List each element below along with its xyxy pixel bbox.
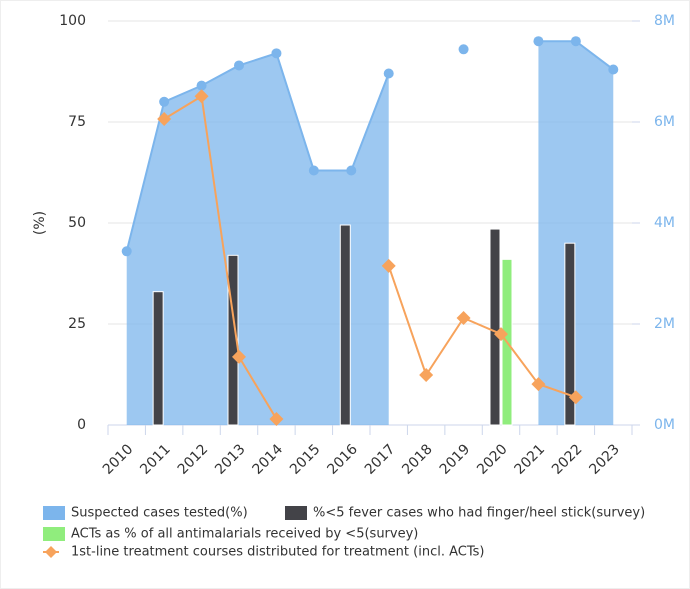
legend-symbol	[43, 527, 65, 541]
bar	[152, 291, 164, 426]
area-marker	[308, 165, 319, 176]
line-marker	[568, 390, 583, 405]
y-tick-label: 50	[68, 215, 86, 231]
y2-tick-label: 6M	[654, 114, 675, 130]
line-marker	[194, 89, 209, 104]
y2-tick-label: 4M	[654, 215, 675, 231]
legend-symbol	[285, 506, 307, 520]
line-marker	[456, 310, 471, 325]
area	[538, 41, 614, 425]
line-marker	[419, 368, 434, 383]
area-marker	[271, 48, 282, 59]
y-axis-label: (%)	[32, 211, 48, 235]
legend-label: 1st-line treatment courses distributed f…	[71, 545, 484, 560]
area-marker	[234, 60, 244, 71]
legend-label: Suspected cases tested(%)	[71, 506, 248, 521]
line-marker	[531, 377, 546, 392]
bar	[489, 228, 501, 426]
area-marker	[608, 64, 619, 75]
area-marker	[570, 36, 581, 47]
y-tick-label: 100	[59, 13, 86, 29]
area-marker	[458, 44, 469, 55]
y-tick-label: 0	[77, 417, 86, 433]
area-marker	[159, 96, 170, 107]
y-tick-label: 25	[68, 316, 86, 332]
bar	[227, 254, 239, 426]
legend-label: %<5 fever cases who had finger/heel stic…	[313, 506, 645, 521]
line	[163, 94, 278, 420]
area-marker	[533, 36, 544, 47]
line-marker	[232, 349, 246, 364]
area	[126, 53, 389, 425]
area-line	[125, 52, 390, 252]
legend-label: ACTs as % of all antimalarials received …	[71, 527, 418, 542]
y-tick-label: 75	[68, 114, 86, 130]
area-marker	[121, 246, 132, 257]
y2-tick-label: 0M	[654, 417, 675, 433]
y2-tick-label: 2M	[654, 316, 675, 332]
legend-symbol	[45, 546, 57, 558]
line-marker	[269, 411, 284, 426]
bar	[564, 242, 576, 426]
area-marker	[346, 165, 357, 176]
area-marker	[196, 80, 207, 91]
bar	[339, 224, 351, 426]
line-marker	[381, 258, 396, 273]
area-marker	[383, 68, 394, 79]
line-marker	[157, 111, 172, 126]
y2-tick-label: 8M	[654, 13, 675, 29]
line-marker	[494, 327, 508, 342]
line	[387, 265, 577, 399]
legend-symbol	[43, 506, 65, 520]
